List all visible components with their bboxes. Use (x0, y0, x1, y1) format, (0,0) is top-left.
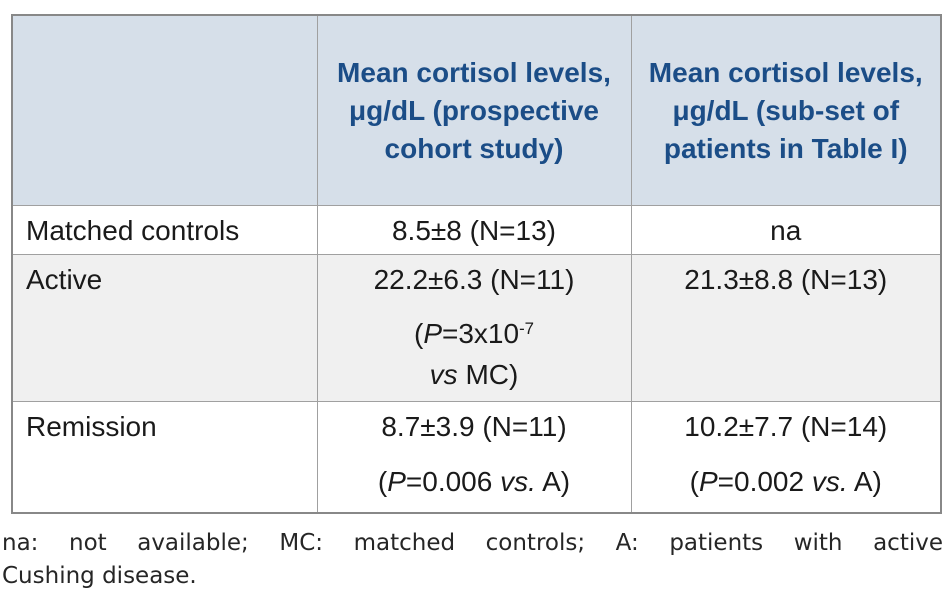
value-cell: 21.3±8.8 (N=13) (630, 253, 942, 403)
table-row-matched-controls: Matched controls 8.5±8 (N=13) na (11, 205, 942, 255)
footnote-line-2: Cushing disease. (2, 563, 197, 589)
mean-value: 8.7±3.9 (N=11) (381, 411, 567, 443)
table-row-remission: Remission 8.7±3.9 (N=11) (P=0.006 vs. A)… (11, 401, 942, 514)
mean-value: 21.3±8.8 (N=13) (684, 264, 888, 295)
value-cell: 8.5±8 (N=13) (316, 205, 632, 255)
header-col-subset: Mean cortisol levels, μg/dL (sub-set of … (630, 14, 942, 206)
header-row: Mean cortisol levels, μg/dL (prospective… (11, 14, 942, 206)
value-cell: 8.7±3.9 (N=11) (P=0.006 vs. A) (316, 401, 632, 514)
mean-value: 10.2±7.7 (N=14) (684, 411, 888, 443)
p-value-note: (P=3x10-7 vs MC) (413, 318, 534, 390)
table-row-active: Active 22.2±6.3 (N=11) (P=3x10-7 vs MC) … (11, 253, 942, 403)
footnote: na: not available; MC: matched controls;… (2, 527, 943, 590)
value-cell: na (630, 205, 942, 255)
p-value-note: (P=0.006 vs. A) (377, 465, 571, 497)
row-label: Remission (11, 401, 318, 514)
header-empty-cell (11, 14, 318, 206)
value-cell: 10.2±7.7 (N=14) (P=0.002 vs. A) (630, 401, 942, 514)
row-label: Active (11, 253, 318, 403)
cortisol-table: Mean cortisol levels, μg/dL (prospective… (11, 14, 942, 514)
p-value-note: (P=0.002 vs. A) (689, 465, 882, 497)
header-col-prospective: Mean cortisol levels, μg/dL (prospective… (316, 14, 632, 206)
value-cell: 22.2±6.3 (N=11) (P=3x10-7 vs MC) (316, 253, 632, 403)
superscript-exponent: -7 (519, 318, 534, 338)
mean-value: 22.2±6.3 (N=11) (373, 264, 575, 295)
row-label: Matched controls (11, 205, 318, 255)
footnote-line-1: na: not available; MC: matched controls;… (2, 530, 943, 556)
